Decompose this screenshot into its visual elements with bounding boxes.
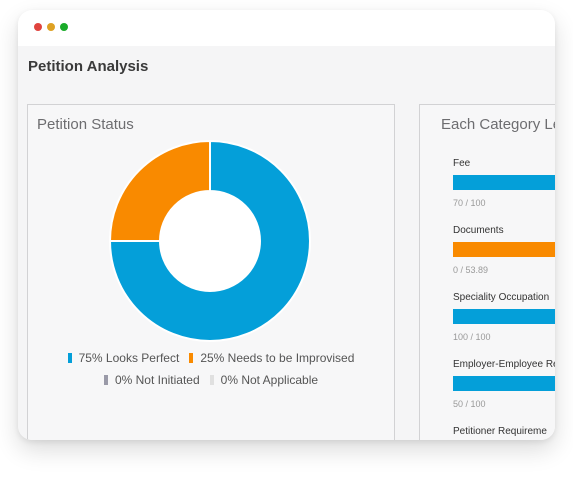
category-score: 100 / 100	[453, 332, 491, 342]
category-progress-bar	[453, 376, 555, 391]
legend-swatch-icon	[209, 375, 214, 385]
legend-label: 0% Not Initiated	[114, 373, 200, 387]
category-level-panel: Each Category Le Fee 70 / 100 Documents …	[419, 104, 555, 440]
category-item-petitioner-requirement: Petitioner Requireme	[453, 426, 555, 439]
page-title: Petition Analysis	[28, 58, 149, 75]
legend-swatch-icon	[189, 353, 194, 363]
maximize-window-button[interactable]	[60, 23, 68, 31]
category-item-employer-employee: Employer-Employee Re 50 / 100	[453, 359, 555, 409]
category-progress-bar	[453, 175, 555, 190]
petition-status-donut-chart	[109, 140, 311, 342]
main-content: Petition Analysis Petition Status 75% Lo…	[18, 46, 555, 440]
window-titlebar	[18, 10, 555, 46]
app-window: Petition Analysis Petition Status 75% Lo…	[18, 10, 555, 440]
legend-item-looks-perfect: 75% Looks Perfect	[67, 351, 180, 365]
legend-item-needs-improvised: 25% Needs to be Improvised	[189, 351, 354, 365]
legend-item-not-initiated: 0% Not Initiated	[103, 373, 200, 387]
category-item-fee: Fee 70 / 100	[453, 158, 555, 208]
category-progress-bar	[453, 309, 555, 324]
legend-item-not-applicable: 0% Not Applicable	[209, 373, 319, 387]
petition-status-panel: Petition Status 75% Looks Perfect 25% Ne…	[27, 104, 395, 440]
category-label: Petitioner Requireme	[453, 426, 547, 437]
legend-label: 25% Needs to be Improvised	[200, 351, 355, 365]
legend-row: 75% Looks Perfect 25% Needs to be Improv…	[28, 351, 394, 365]
category-item-documents: Documents 0 / 53.89	[453, 225, 555, 275]
category-progress-bar	[453, 242, 555, 257]
legend-swatch-icon	[67, 353, 72, 363]
legend-label: 75% Looks Perfect	[78, 351, 180, 365]
legend-label: 0% Not Applicable	[220, 373, 319, 387]
category-score: 70 / 100	[453, 198, 486, 208]
category-label: Fee	[453, 158, 471, 169]
petition-status-title: Petition Status	[37, 116, 134, 133]
donut-hole	[160, 191, 260, 291]
category-label: Speciality Occupation	[453, 292, 550, 303]
close-window-button[interactable]	[34, 23, 42, 31]
category-level-title: Each Category Le	[441, 116, 555, 133]
category-score: 50 / 100	[453, 399, 486, 409]
category-label: Documents	[453, 225, 504, 236]
legend-row: 0% Not Initiated 0% Not Applicable	[28, 373, 394, 387]
category-label: Employer-Employee Re	[453, 359, 555, 370]
category-item-speciality-occupation: Speciality Occupation 100 / 100	[453, 292, 555, 342]
legend-swatch-icon	[103, 375, 108, 385]
category-score: 0 / 53.89	[453, 265, 489, 275]
minimize-window-button[interactable]	[47, 23, 55, 31]
